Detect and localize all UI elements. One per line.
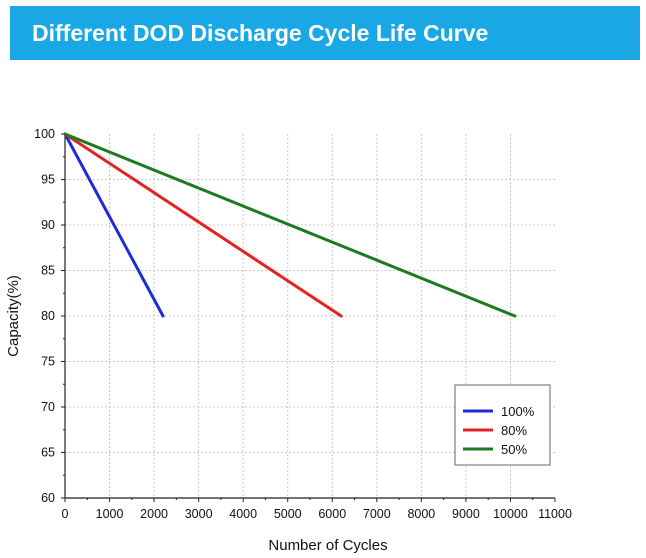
series-lines: [63, 132, 517, 318]
x-tick-label: 5000: [274, 507, 302, 521]
x-tick-label: 3000: [185, 507, 213, 521]
y-tick-label: 95: [41, 173, 55, 187]
y-tick-label: 80: [41, 309, 55, 323]
legend-label: 100%: [501, 404, 535, 419]
series-line-100pct: [63, 132, 165, 318]
x-tick-label: 6000: [318, 507, 346, 521]
x-axis-label: Number of Cycles: [268, 537, 387, 554]
x-tick-label: 1000: [96, 507, 124, 521]
y-tick-label: 90: [41, 218, 55, 232]
legend-box: [454, 384, 551, 466]
x-tick-label: 4000: [229, 507, 257, 521]
x-tick-label: 8000: [407, 507, 435, 521]
y-tick-label: 70: [41, 400, 55, 414]
series-line-80pct: [63, 132, 343, 318]
x-tick-label: 7000: [363, 507, 391, 521]
y-tick-label: 60: [41, 491, 55, 505]
x-tick-label: 10000: [493, 507, 528, 521]
x-tick-label: 11000: [538, 507, 572, 521]
x-tick-label: 2000: [140, 507, 168, 521]
x-axis-ticks: 0 1000 2000 3000 4000 5000 6000 7000 8000 9000 100…: [62, 498, 572, 521]
series-line-50pct: [63, 132, 517, 318]
x-tick-label: 9000: [452, 507, 480, 521]
y-axis-label: Capacity(%): [5, 275, 22, 357]
y-tick-label: 75: [41, 355, 55, 369]
y-tick-label: 65: [41, 446, 55, 460]
x-tick-label: 0: [62, 507, 69, 521]
legend: 100% 80% 50%: [454, 384, 551, 466]
legend-label: 80%: [501, 423, 527, 438]
legend-label: 50%: [501, 442, 527, 457]
y-axis-ticks: 60 65 70 75 80 85 90 95 100: [34, 127, 65, 505]
chart-title: Different DOD Discharge Cycle Life Curve: [32, 20, 489, 46]
y-tick-label: 100: [34, 127, 55, 141]
title-banner: Different DOD Discharge Cycle Life Curve: [10, 6, 640, 60]
y-tick-label: 85: [41, 264, 55, 278]
